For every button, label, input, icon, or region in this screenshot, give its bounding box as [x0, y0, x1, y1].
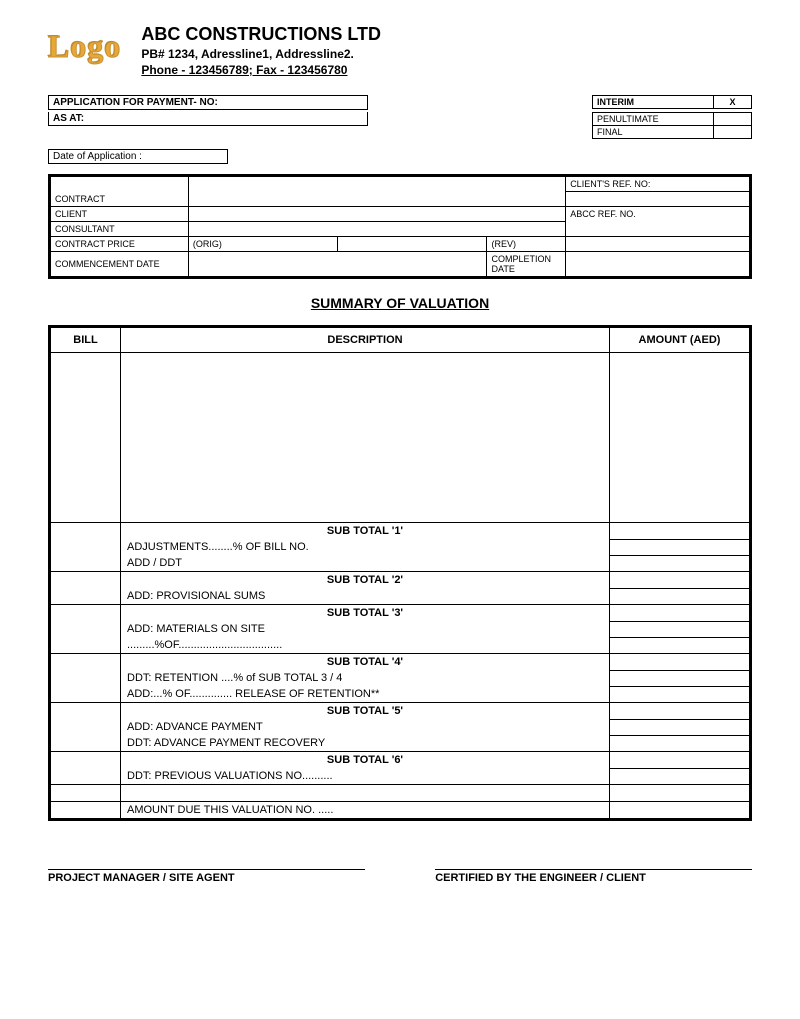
- subtotal-5: SUB TOTAL '5': [121, 703, 610, 720]
- as-at-label: AS AT:: [48, 112, 368, 126]
- valuation-table-wrap: BILL DESCRIPTION AMOUNT (AED) SUB TOTAL …: [48, 325, 752, 821]
- completion-value: [566, 252, 750, 277]
- interim-mark: X: [714, 96, 752, 109]
- status-table-2: PENULTIMATE FINAL: [592, 112, 752, 139]
- final-mark: [714, 126, 752, 139]
- clients-ref-label: CLIENT'S REF. NO:: [566, 177, 750, 192]
- section-title: SUMMARY OF VALUATION: [48, 295, 752, 311]
- col-bill: BILL: [51, 328, 121, 353]
- rev-label: (REV): [487, 237, 566, 252]
- application-row-2: AS AT: PENULTIMATE FINAL: [48, 112, 752, 139]
- penultimate-label: PENULTIMATE: [593, 113, 714, 126]
- release-retention: ADD:...% OF.............. RELEASE OF RET…: [121, 686, 610, 703]
- retention: DDT: RETENTION ....% of SUB TOTAL 3 / 4: [121, 670, 610, 686]
- date-of-application: Date of Application :: [48, 149, 228, 164]
- logo: Logo: [48, 28, 121, 65]
- advance-recovery: DDT: ADVANCE PAYMENT RECOVERY: [121, 735, 610, 752]
- signature-row: PROJECT MANAGER / SITE AGENT CERTIFIED B…: [48, 869, 752, 884]
- final-label: FINAL: [593, 126, 714, 139]
- abcc-ref-label: ABCC REF. NO.: [566, 207, 750, 237]
- contract-info-block: CONTRACT CLIENT'S REF. NO: CLIENT ABCC R…: [48, 174, 752, 279]
- subtotal-1: SUB TOTAL '1': [121, 523, 610, 540]
- subtotal-6: SUB TOTAL '6': [121, 752, 610, 769]
- orig-value: [338, 237, 487, 252]
- company-block: ABC CONSTRUCTIONS LTD PB# 1234, Adressli…: [141, 24, 752, 77]
- adjustments: ADJUSTMENTS........% OF BILL NO.: [121, 539, 610, 555]
- subtotal-2: SUB TOTAL '2': [121, 572, 610, 589]
- orig-label: (ORIG): [188, 237, 337, 252]
- contract-label: CONTRACT: [51, 177, 189, 207]
- company-address: PB# 1234, Adressline1, Addressline2.: [141, 47, 752, 61]
- subtotal-4: SUB TOTAL '4': [121, 654, 610, 671]
- commencement-label: COMMENCEMENT DATE: [51, 252, 189, 277]
- advance-payment: ADD: ADVANCE PAYMENT: [121, 719, 610, 735]
- company-name: ABC CONSTRUCTIONS LTD: [141, 24, 752, 45]
- amt-blank: [610, 353, 750, 523]
- status-table: INTERIM X: [592, 95, 752, 109]
- interim-label: INTERIM: [593, 96, 714, 109]
- commencement-value: [188, 252, 487, 277]
- completion-label: COMPLETION DATE: [487, 252, 566, 277]
- consultant-label: CONSULTANT: [51, 222, 189, 237]
- clients-ref-value: [566, 192, 750, 207]
- penultimate-mark: [714, 113, 752, 126]
- materials-pct: .........%OF............................…: [121, 637, 610, 654]
- letterhead: Logo ABC CONSTRUCTIONS LTD PB# 1234, Adr…: [48, 24, 752, 77]
- provisional-sums: ADD: PROVISIONAL SUMS: [121, 588, 610, 605]
- bill-blank: [51, 353, 121, 523]
- col-desc: DESCRIPTION: [121, 328, 610, 353]
- company-contact: Phone - 123456789; Fax - 123456780: [141, 63, 752, 77]
- application-row-1: APPLICATION FOR PAYMENT- NO: INTERIM X: [48, 95, 752, 110]
- sig-left: PROJECT MANAGER / SITE AGENT: [48, 869, 365, 884]
- desc-blank: [121, 353, 610, 523]
- consultant-value: [188, 222, 565, 237]
- client-value: [188, 207, 565, 222]
- col-amount: AMOUNT (AED): [610, 328, 750, 353]
- contract-price-label: CONTRACT PRICE: [51, 237, 189, 252]
- add-ddt: ADD / DDT: [121, 555, 610, 572]
- subtotal-3: SUB TOTAL '3': [121, 605, 610, 622]
- previous-valuations: DDT: PREVIOUS VALUATIONS NO..........: [121, 768, 610, 785]
- sig-right: CERTIFIED BY THE ENGINEER / CLIENT: [435, 869, 752, 884]
- client-label: CLIENT: [51, 207, 189, 222]
- contract-value: [188, 177, 565, 207]
- app-no-label: APPLICATION FOR PAYMENT- NO:: [48, 95, 368, 110]
- materials-on-site: ADD: MATERIALS ON SITE: [121, 621, 610, 637]
- rev-value: [566, 237, 750, 252]
- amount-due: AMOUNT DUE THIS VALUATION NO. .....: [121, 802, 610, 819]
